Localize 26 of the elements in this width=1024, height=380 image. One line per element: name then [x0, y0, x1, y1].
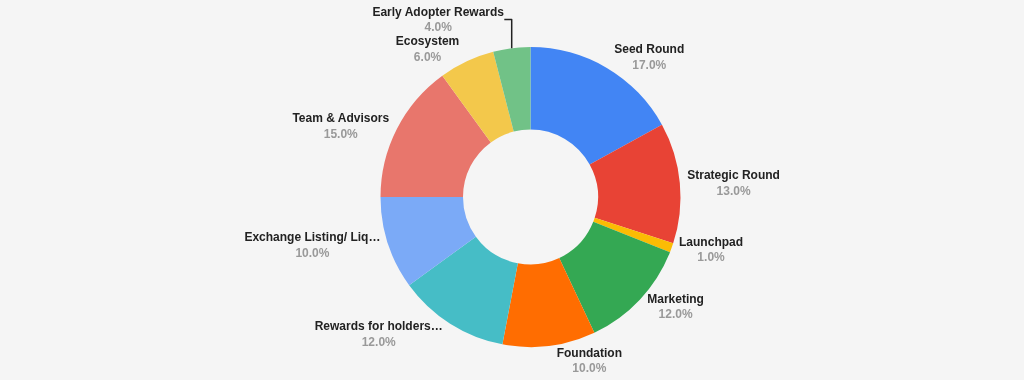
slice-label: Ecosystem [395, 34, 460, 49]
slice-label: Strategic Round [687, 167, 780, 182]
slice-label: Marketing [647, 291, 704, 306]
data-label: 15.0% [323, 126, 359, 141]
donut-slice [380, 197, 476, 286]
slice-label: Team & Advisors [292, 111, 390, 126]
donut-slice [502, 258, 595, 347]
slice-label: Foundation [556, 345, 623, 360]
data-label: 17.0% [632, 57, 667, 72]
data-label: 10.0% [295, 245, 330, 260]
data-label: 12.0% [361, 335, 397, 349]
slice-label: Seed Round [614, 42, 685, 57]
data-label: 6.0% [413, 49, 442, 64]
data-label: 12.0% [658, 307, 693, 322]
slice-label: Exchange Listing/ Liq… [244, 229, 381, 244]
data-label: 4.0% [424, 20, 453, 35]
data-label: 10.0% [572, 361, 607, 376]
donut-slice [493, 47, 531, 132]
donut-slice [589, 124, 681, 244]
donut-slice [442, 51, 514, 143]
slice-label: Launchpad [679, 234, 744, 249]
slice-label: Rewards for holders… [314, 319, 443, 334]
data-label: 13.0% [716, 183, 751, 198]
slice-label: Early Adopter Rewards [372, 4, 505, 19]
donut-slice [593, 217, 674, 253]
data-label: 1.0% [697, 250, 726, 265]
